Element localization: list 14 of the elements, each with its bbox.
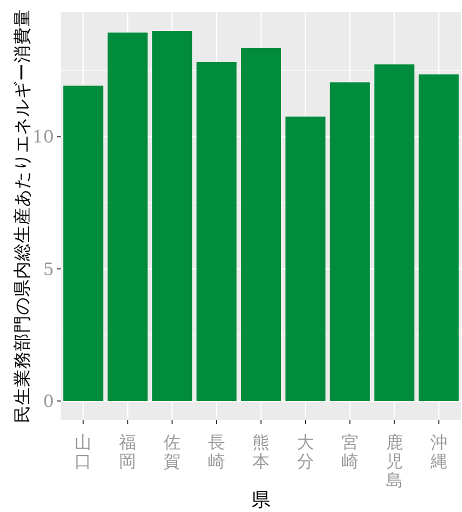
y-axis-title: 民生業務部門の県内総生産あたりエネルギー消費量	[12, 9, 33, 423]
x-tick-label: 沖縄	[429, 433, 448, 472]
x-tick-label: 福岡	[119, 433, 136, 472]
x-tick-label: 鹿児島	[386, 433, 403, 491]
x-tick-label: 山口	[74, 433, 92, 472]
y-tick-label: 5	[43, 260, 54, 280]
x-tick-label: 熊本	[252, 433, 270, 472]
x-tick-label: 長崎	[208, 433, 226, 472]
x-tick-label: 宮崎	[341, 433, 358, 472]
y-tick-label: 0	[43, 392, 54, 412]
y-tick-label: 10	[32, 128, 54, 148]
x-tick-label: 大分	[296, 433, 314, 472]
x-tick-label: 佐賀	[164, 433, 181, 472]
x-axis-title: 県	[252, 489, 270, 511]
